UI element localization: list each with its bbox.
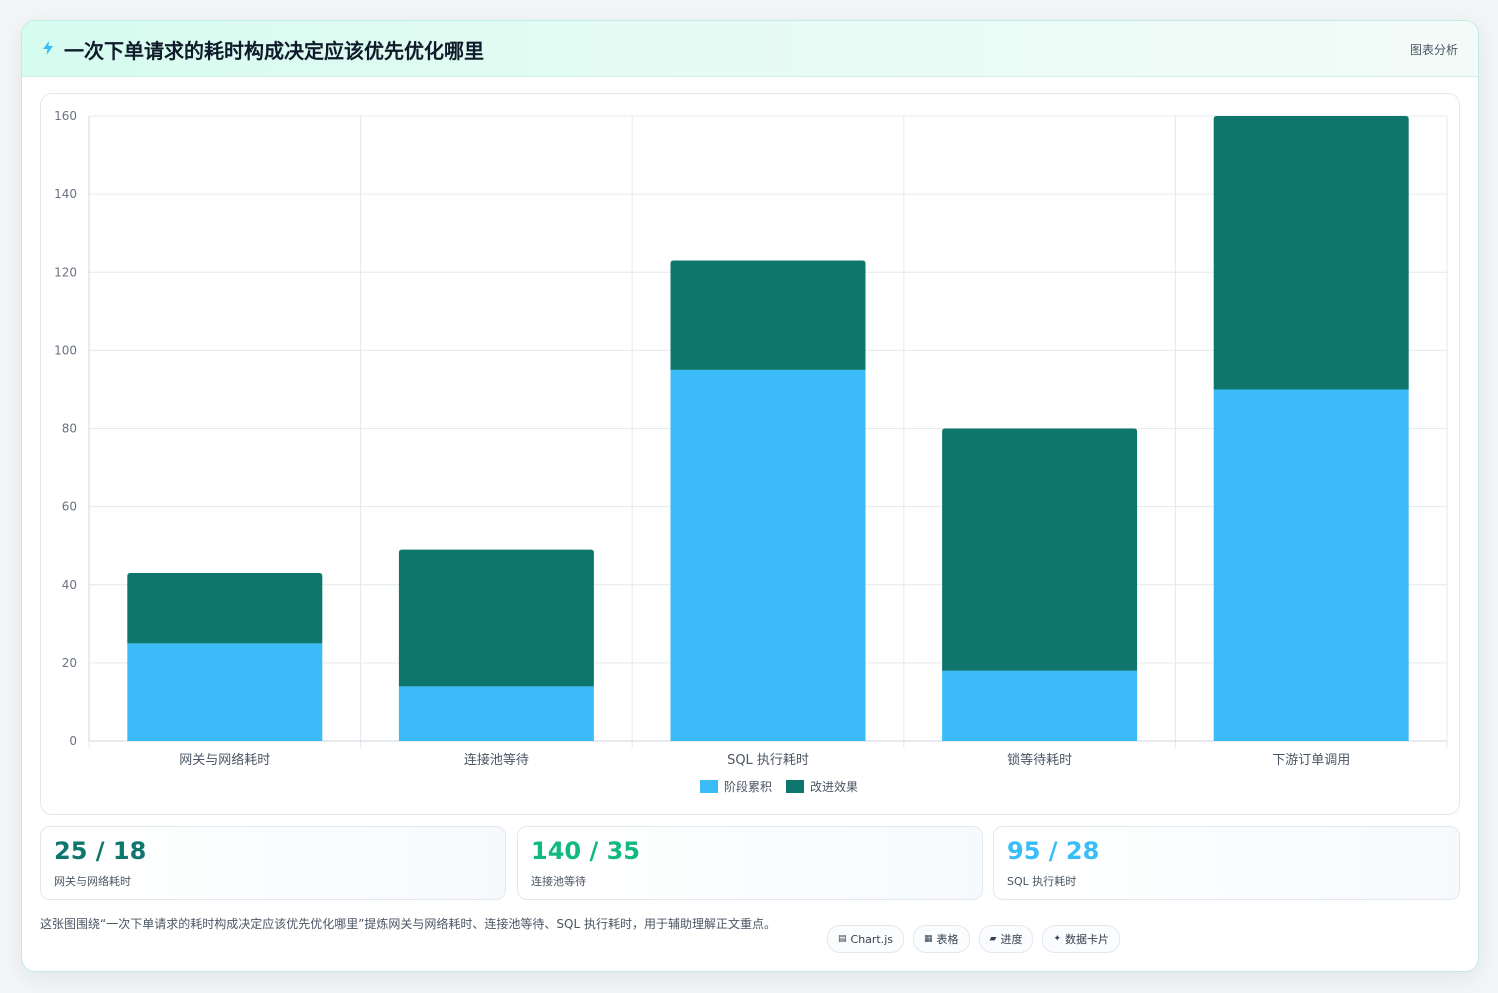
tag-label: Chart.js	[850, 932, 894, 946]
bar-segment	[670, 260, 866, 370]
x-tick-label: 锁等待耗时	[1007, 752, 1072, 768]
stat-label: 连接池等待	[531, 875, 586, 888]
legend-swatch	[700, 780, 718, 793]
legend-label: 改进效果	[810, 779, 858, 794]
y-tick-label: 140	[54, 187, 77, 201]
y-tick-label: 100	[54, 343, 77, 357]
y-tick-label: 120	[54, 265, 77, 279]
bar-segment	[670, 369, 866, 741]
bar-segment	[942, 428, 1138, 671]
x-tick-label: 网关与网络耗时	[179, 752, 270, 768]
bar-segment	[942, 670, 1138, 741]
bar-segment	[398, 686, 594, 741]
tag-label: 进度	[1000, 933, 1023, 946]
x-tick-label: SQL 执行耗时	[727, 753, 809, 768]
bolt-icon	[43, 41, 53, 55]
bar-segment	[398, 549, 594, 687]
y-tick-label: 20	[62, 656, 77, 670]
y-tick-label: 40	[62, 578, 77, 592]
bar-segment	[127, 573, 323, 644]
y-tick-label: 0	[69, 734, 77, 748]
tag-table[interactable]: ▦ 表格	[913, 925, 970, 953]
tag-label: 表格	[936, 933, 959, 946]
stat-card: 140 / 35 连接池等待	[517, 826, 983, 900]
page-title: 一次下单请求的耗时构成决定应该优先优化哪里	[64, 39, 484, 63]
tag-progress[interactable]: ▰ 进度	[978, 925, 1034, 953]
legend-label: 阶段累积	[724, 779, 772, 794]
stat-value: 95 / 28	[1007, 837, 1100, 865]
stacked-bar-chart: 0 20 40 60 80 100 120 140 160 网关与网络耗时 连接池等待 SQL 执行耗…	[54, 109, 1448, 794]
sparkle-icon: ✦	[1053, 934, 1062, 944]
legend-swatch	[786, 780, 804, 793]
tag-label: 数据卡片	[1065, 933, 1110, 946]
stat-card: 95 / 28 SQL 执行耗时	[993, 826, 1460, 900]
x-tick-label: 下游订单调用	[1272, 753, 1350, 768]
header-tag: 图表分析	[1409, 43, 1458, 57]
stat-value: 140 / 35	[531, 837, 640, 865]
bar-segment	[127, 643, 323, 741]
stat-label: 网关与网络耗时	[54, 875, 131, 888]
chart-card: 一次下单请求的耗时构成决定应该优先优化哪里 图表分析 0 20 40 60 80 100 1…	[21, 20, 1479, 972]
stat-card: 25 / 18 网关与网络耗时	[40, 826, 506, 900]
table-icon: ▦	[924, 934, 933, 944]
chart-note: 这张图围绕“一次下单请求的耗时构成决定应该优先优化哪里”提炼网关与网络耗时、连接…	[40, 917, 777, 931]
bar-segment	[1213, 116, 1409, 390]
tag-chartjs[interactable]: ▤ Chart.js	[827, 925, 905, 953]
card-header: 一次下单请求的耗时构成决定应该优先优化哪里 图表分析	[22, 21, 1478, 77]
feature-tags: ▤ Chart.js ▦ 表格 ▰ 进度 ✦ 数据卡片	[827, 925, 1121, 953]
y-tick-label: 60	[62, 500, 77, 514]
x-tick-label: 连接池等待	[464, 752, 529, 768]
stat-label: SQL 执行耗时	[1007, 875, 1077, 888]
chart-panel: 0 20 40 60 80 100 120 140 160 网关与网络耗时 连接池等待 SQL 执行耗…	[40, 93, 1460, 815]
tag-data-card[interactable]: ✦ 数据卡片	[1042, 925, 1121, 953]
bar-segment	[1213, 389, 1409, 741]
stat-value: 25 / 18	[54, 837, 147, 865]
y-tick-label: 80	[62, 422, 77, 436]
y-tick-label: 160	[54, 109, 77, 123]
progress-icon: ▰	[989, 934, 997, 944]
chart-icon: ▤	[838, 934, 847, 944]
